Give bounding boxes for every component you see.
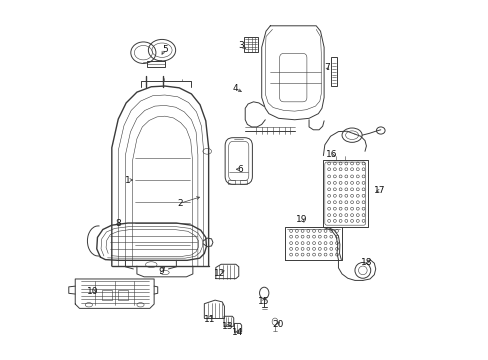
- Text: 16: 16: [325, 150, 336, 159]
- Text: 1: 1: [125, 176, 131, 185]
- Text: 11: 11: [203, 315, 215, 324]
- Text: 2: 2: [177, 199, 183, 208]
- Text: 18: 18: [360, 258, 371, 267]
- Text: 7: 7: [324, 63, 329, 72]
- Text: 8: 8: [115, 219, 121, 228]
- Text: 12: 12: [214, 269, 225, 278]
- Bar: [244, 37, 258, 51]
- Text: 20: 20: [272, 320, 283, 329]
- Bar: [102, 290, 112, 301]
- Text: 3: 3: [238, 41, 244, 50]
- Text: 6: 6: [237, 165, 243, 174]
- Text: 15: 15: [257, 297, 269, 306]
- Bar: [240, 180, 247, 184]
- Text: 4: 4: [232, 84, 238, 93]
- Text: 10: 10: [86, 287, 98, 296]
- Bar: [330, 57, 336, 86]
- Bar: [227, 180, 235, 184]
- Text: 19: 19: [296, 215, 307, 224]
- Text: 13: 13: [222, 322, 233, 331]
- Text: 5: 5: [162, 45, 167, 54]
- Bar: [117, 290, 127, 301]
- Bar: [147, 61, 164, 67]
- Text: 9: 9: [158, 267, 164, 276]
- Text: 14: 14: [231, 328, 243, 337]
- Text: 17: 17: [373, 186, 385, 195]
